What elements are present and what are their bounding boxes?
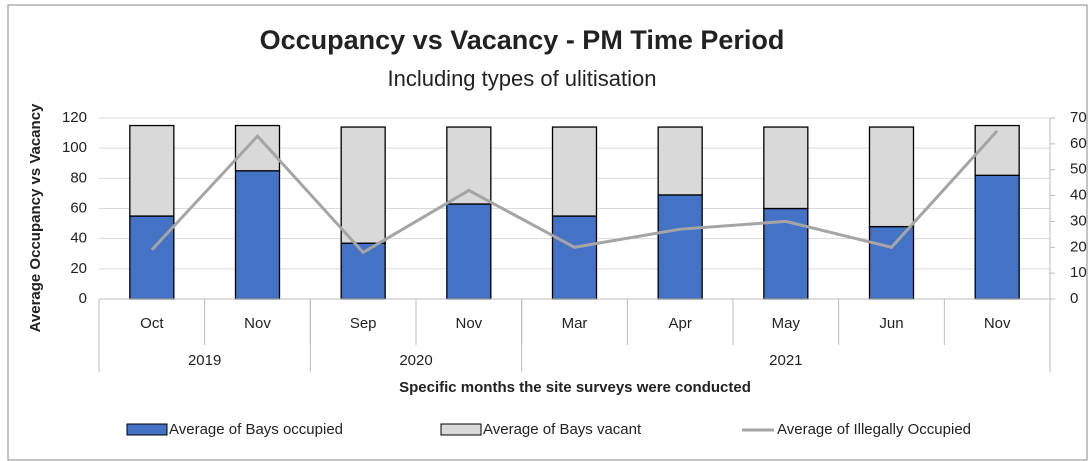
chart-subtitle: Including types of ulitisation (387, 66, 656, 91)
y2-tick-label: 40 (1070, 187, 1087, 204)
y2-tick-label: 70 (1070, 109, 1087, 126)
bar (868, 225, 915, 300)
y2-tick-label: 50 (1070, 161, 1087, 178)
bar (234, 124, 281, 172)
legend-label: Average of Bays occupied (169, 421, 343, 438)
bar (657, 126, 703, 196)
y2-tick-label: 30 (1070, 212, 1087, 229)
y-tick-label: 80 (70, 169, 87, 186)
bar (129, 215, 175, 300)
y2-tick-label: 60 (1070, 135, 1087, 152)
bar (974, 124, 1020, 176)
chart-title: Occupancy vs Vacancy - PM Time Period (260, 25, 785, 55)
bar (868, 126, 915, 228)
legend-label: Average of Bays vacant (483, 421, 642, 438)
legend-swatch (126, 423, 168, 436)
y2-tick-label: 0 (1070, 290, 1078, 307)
y-tick-label: 100 (62, 139, 87, 156)
bar (129, 124, 175, 217)
x-tick-label: May (772, 315, 801, 332)
bar (446, 126, 492, 205)
line-series (150, 129, 999, 255)
bar (763, 126, 809, 210)
x-tick-label: Oct (140, 315, 164, 332)
y2-tick-label: 10 (1070, 264, 1087, 281)
y-tick-label: 120 (62, 109, 87, 126)
y-tick-label: 0 (79, 290, 87, 307)
bar (446, 203, 492, 300)
bar (974, 174, 1020, 300)
bar (657, 194, 703, 300)
legend-swatch (440, 423, 482, 436)
x-tick-label: Mar (562, 315, 588, 332)
bar (551, 126, 598, 217)
x-tick-label: Sep (350, 315, 377, 332)
bar (234, 170, 281, 300)
bar (340, 126, 386, 244)
x-tick-label: Nov (455, 315, 482, 332)
y-axis-title: Average Occupancy vs Vacancy (27, 103, 44, 332)
group-label: 2019 (188, 352, 221, 369)
bar (551, 215, 598, 300)
y-tick-label: 40 (70, 230, 87, 247)
legend-label: Average of Illegally Occupied (777, 421, 971, 438)
y-tick-label: 60 (70, 199, 87, 216)
x-tick-label: Nov (984, 315, 1011, 332)
group-label: 2021 (769, 352, 802, 369)
x-tick-label: Apr (668, 315, 691, 332)
group-label: 2020 (399, 352, 432, 369)
y2-tick-label: 20 (1070, 238, 1087, 255)
x-axis-title: Specific months the site surveys were co… (399, 379, 751, 396)
x-tick-label: Jun (879, 315, 903, 332)
y-tick-label: 20 (70, 260, 87, 277)
x-tick-label: Nov (244, 315, 271, 332)
